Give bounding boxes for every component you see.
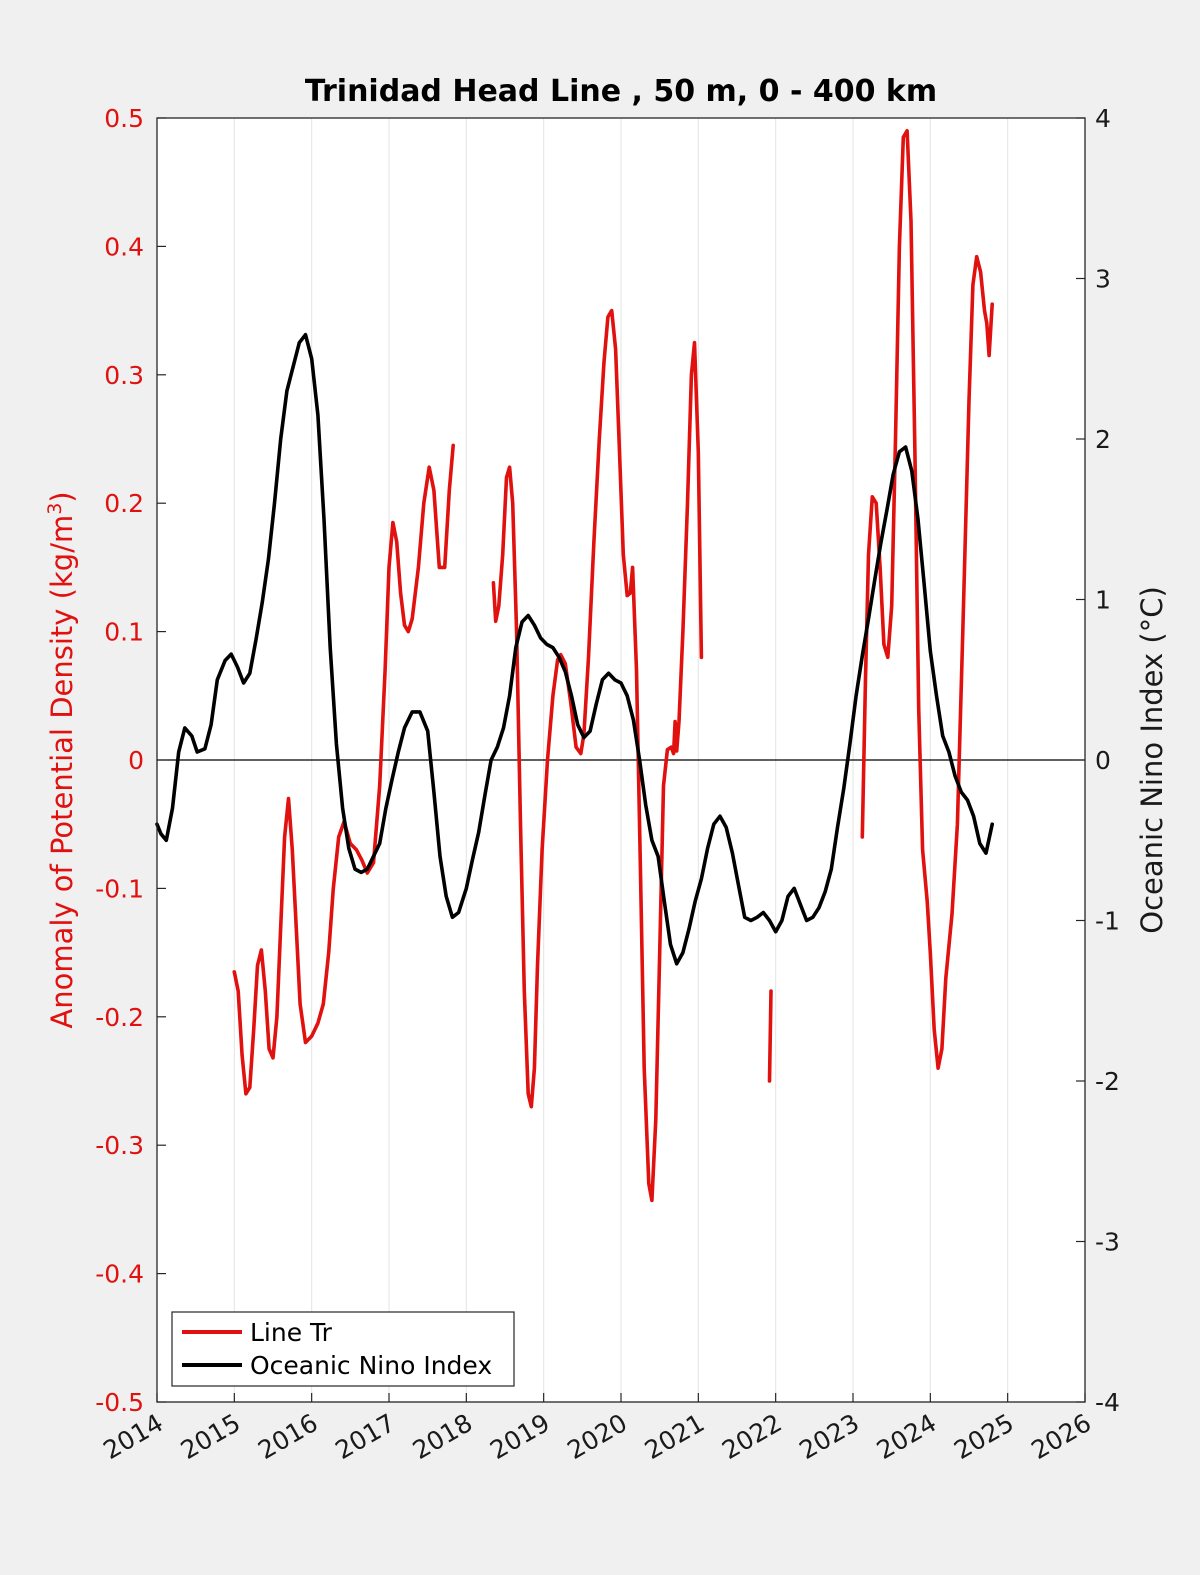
y-axis-right-label: Oceanic Nino Index (°C) bbox=[1135, 586, 1169, 934]
right-axis-ticks: 4 3 2 1 0 -1 -2 -3 -4 bbox=[1076, 104, 1120, 1417]
y-right-tick-label: -3 bbox=[1095, 1228, 1120, 1257]
y-left-tick-label: 0 bbox=[128, 746, 144, 775]
series-oni-segment-0 bbox=[155, 332, 994, 966]
legend-label-oni: Oceanic Nino Index bbox=[250, 1351, 492, 1380]
series-line-tr-segment-3 bbox=[860, 129, 994, 1070]
y-left-tick-label: -0.1 bbox=[95, 874, 144, 903]
y-left-tick-label: 0.1 bbox=[104, 618, 144, 647]
y-axis-left-label-close: ) bbox=[45, 491, 79, 502]
series-line-tr-segment-1 bbox=[491, 308, 704, 1203]
y-left-tick-label: 0.4 bbox=[104, 232, 144, 261]
legend-box bbox=[171, 1311, 515, 1387]
y-left-tick-label: 0.3 bbox=[104, 361, 144, 390]
y-left-tick-label: 0.2 bbox=[104, 489, 144, 518]
y-left-tick-label: -0.4 bbox=[95, 1260, 144, 1289]
y-axis-left-label-main: Anomaly of Potential Density (kg/m bbox=[45, 515, 79, 1029]
left-axis-ticks: 0.5 0.4 0.3 0.2 0.1 0 -0.1 -0.2 -0.3 -0.4 -0.5 bbox=[95, 104, 166, 1417]
y-right-tick-label: -2 bbox=[1095, 1067, 1120, 1096]
y-right-tick-label: -1 bbox=[1095, 907, 1120, 936]
series-line-tr-segment-2 bbox=[767, 989, 773, 1083]
y-axis-left-label-superscript: 3 bbox=[44, 503, 66, 515]
y-right-tick-label: 1 bbox=[1095, 586, 1111, 615]
y-right-tick-label: 4 bbox=[1095, 104, 1111, 133]
chart-title: Trinidad Head Line , 50 m, 0 - 400 km bbox=[305, 74, 937, 109]
legend-label-line-tr: Line Tr bbox=[250, 1318, 333, 1347]
y-right-tick-label: 2 bbox=[1095, 425, 1111, 454]
series-line-tr-segment-0 bbox=[232, 443, 455, 1096]
legend: Line Tr Oceanic Nino Index bbox=[171, 1311, 515, 1387]
y-right-tick-label: -4 bbox=[1095, 1388, 1120, 1417]
y-left-tick-label: -0.2 bbox=[95, 1003, 144, 1032]
y-right-tick-label: 0 bbox=[1095, 746, 1111, 775]
y-axis-left-label: Anomaly of Potential Density (kg/m3) bbox=[44, 491, 79, 1028]
y-right-tick-label: 3 bbox=[1095, 265, 1111, 294]
y-left-tick-label: -0.5 bbox=[95, 1388, 144, 1417]
y-left-tick-label: -0.3 bbox=[95, 1131, 144, 1160]
series-layer bbox=[155, 129, 994, 1203]
y-left-tick-label: 0.5 bbox=[104, 104, 144, 133]
